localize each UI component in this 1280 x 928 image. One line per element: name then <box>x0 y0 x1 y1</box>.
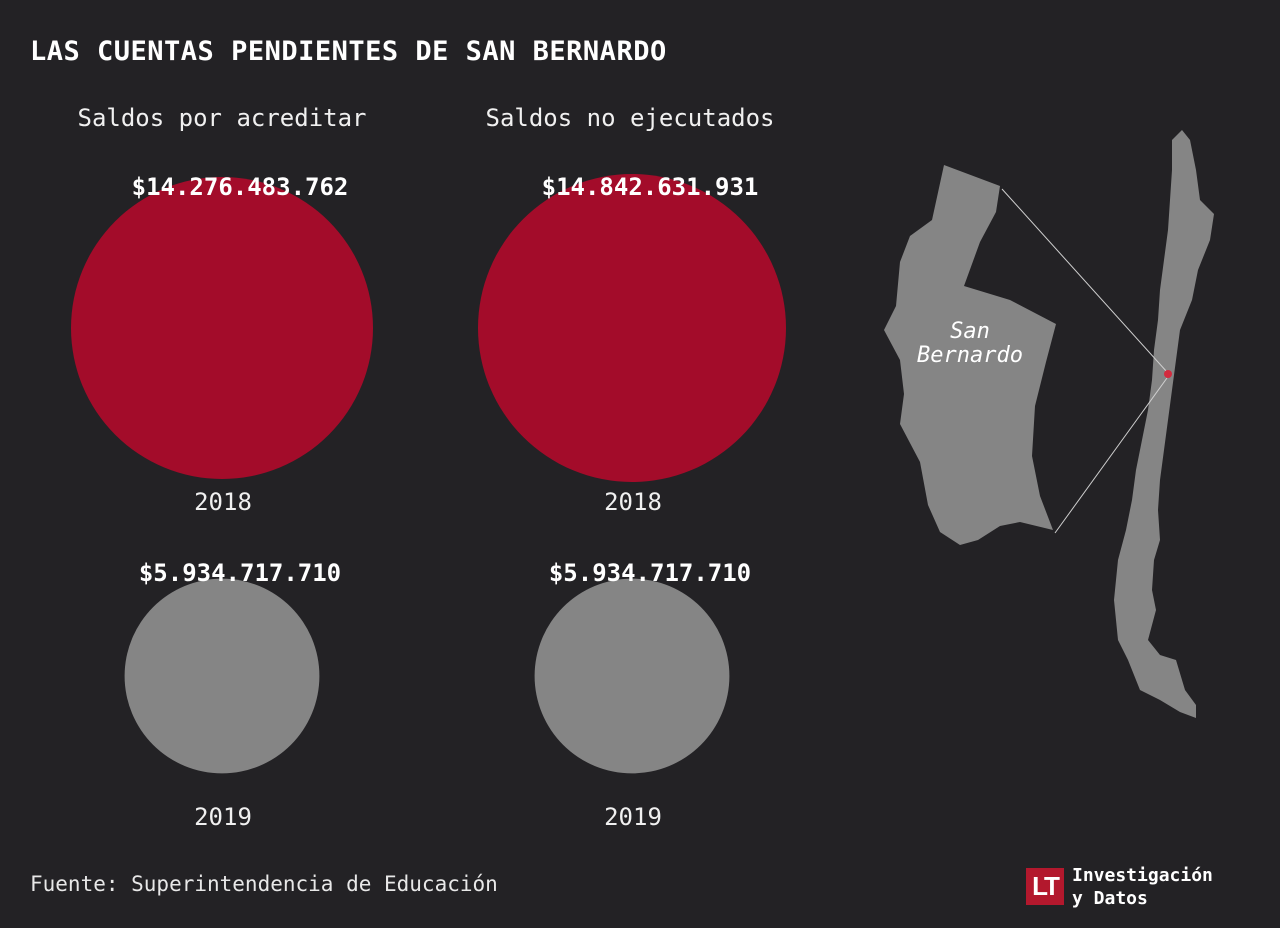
value-label-p1-2018: $14.842.631.931 <box>542 173 759 201</box>
map-label-line2: Bernardo <box>917 343 1023 368</box>
bubble-p0-2019 <box>124 578 320 774</box>
san-bernardo-marker <box>1164 370 1172 378</box>
connector-line-bottom <box>1054 377 1168 534</box>
value-label-p0-2018: $14.276.483.762 <box>132 173 349 201</box>
bubble-p1-2019 <box>534 578 730 774</box>
bubble-chart: $14.276.483.762 2018 $5.934.717.710 2019 $14… <box>71 173 786 831</box>
panel-heading-saldos-por-acreditar: Saldos por acreditar <box>77 104 367 132</box>
value-label-p0-2019: $5.934.717.710 <box>139 559 341 587</box>
year-label-p1-2018: 2018 <box>604 488 662 516</box>
connector-line-top <box>1001 188 1168 373</box>
map-label-line1: San <box>950 319 990 344</box>
chile-country-shape <box>1114 130 1214 718</box>
source-note: Fuente: Superintendencia de Educación <box>30 872 498 896</box>
brand-line2: y Datos <box>1072 888 1148 909</box>
year-label-p1-2019: 2019 <box>604 803 662 831</box>
bubble-p0-2018 <box>71 177 373 479</box>
san-bernardo-commune-shape <box>884 165 1056 545</box>
value-label-p1-2019: $5.934.717.710 <box>549 559 751 587</box>
brand-line1: Investigación <box>1072 865 1213 886</box>
panel-heading-saldos-no-ejecutados: Saldos no ejecutados <box>485 104 775 132</box>
lt-logo: LT <box>1026 868 1064 905</box>
brand-name: Investigación y Datos <box>1072 864 1213 910</box>
year-label-p0-2018: 2018 <box>194 488 252 516</box>
year-label-p0-2019: 2019 <box>194 803 252 831</box>
page-title: LAS CUENTAS PENDIENTES DE SAN BERNARDO <box>30 36 667 67</box>
bubble-p1-2018 <box>478 174 786 482</box>
